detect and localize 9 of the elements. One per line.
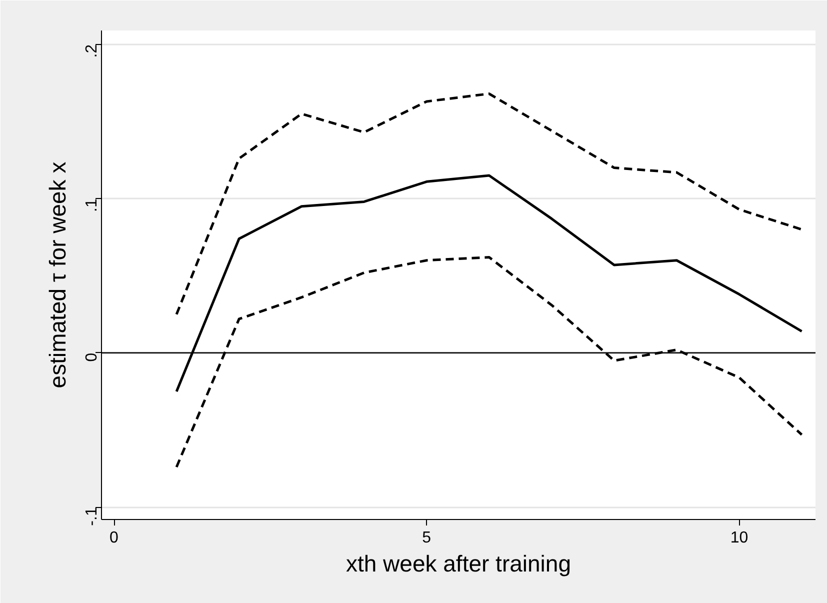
x-tick-label: 0 (110, 530, 119, 546)
y-tick-label: .2 (84, 44, 100, 58)
y-tick-label: 0 (84, 352, 100, 362)
y-tick-label: -.1 (84, 507, 100, 526)
y-axis-title: estimated τ for week x (44, 161, 70, 388)
x-axis-title: xth week after training (346, 550, 572, 576)
y-tick-label: .1 (84, 198, 100, 212)
x-tick-label: 5 (422, 530, 432, 546)
x-tick-label: 10 (730, 530, 748, 546)
